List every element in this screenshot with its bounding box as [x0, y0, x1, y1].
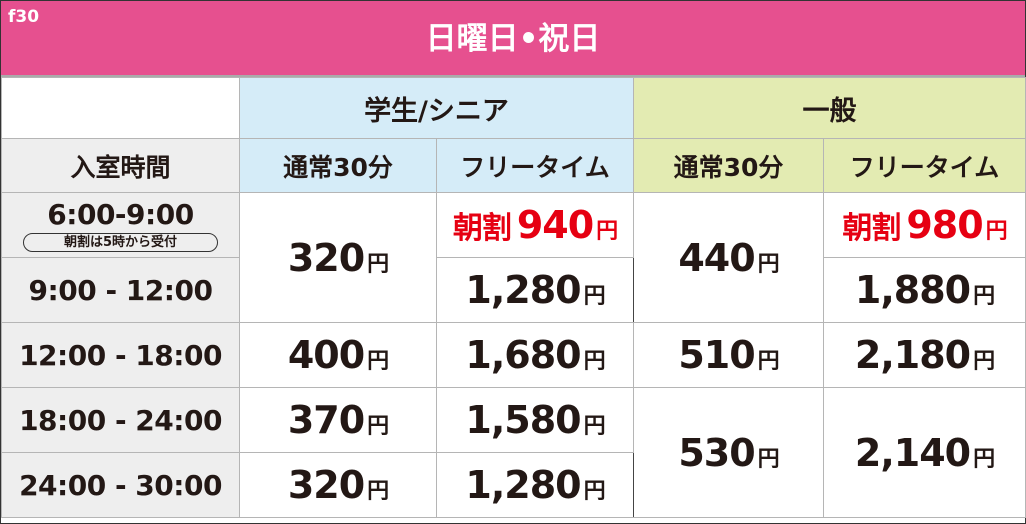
price-cell: 1,280 円 — [436, 257, 634, 323]
empty-corner — [1, 77, 240, 139]
time-cell: 24:00 - 30:00 — [1, 452, 240, 518]
yen-unit: 円 — [985, 219, 1008, 244]
yen-unit: 円 — [583, 349, 606, 374]
price-cell: 1,680 円 — [436, 322, 634, 388]
table-code: f30 — [8, 7, 40, 27]
yen-unit: 円 — [367, 251, 389, 277]
price-value: 510 — [678, 333, 755, 377]
price-value: 1,880 — [854, 268, 971, 312]
price-cell: 530 円 — [633, 387, 824, 518]
header-student-regular: 通常30分 — [239, 138, 437, 193]
price-value: 1,580 — [465, 398, 581, 442]
price-cell: 370 円 — [239, 387, 437, 453]
price-value: 320 — [287, 463, 365, 507]
note-badge: 朝割は5時から受付 — [22, 233, 219, 252]
price-cell: 320 円 — [239, 452, 437, 518]
discount-label: 朝割 — [842, 211, 901, 246]
yen-unit: 円 — [757, 251, 780, 277]
time-cell: 12:00 - 18:00 — [1, 322, 240, 388]
yen-unit: 円 — [596, 219, 618, 244]
time-cell: 6:00-9:00 朝割は5時から受付 — [1, 192, 240, 258]
price-value: 320 — [287, 235, 365, 280]
discount-price-cell: 朝割 940 円 — [436, 192, 634, 258]
yen-unit: 円 — [367, 479, 389, 504]
price-cell: 440 円 — [633, 192, 824, 323]
price-value: 980 — [906, 203, 983, 247]
price-value: 400 — [287, 333, 365, 377]
price-grid: 学生/シニア 一般 入室時間 通常30分 フリータイム 通常30分 フリータイム… — [1, 77, 1026, 518]
yen-unit: 円 — [757, 446, 780, 472]
header-general-regular: 通常30分 — [633, 138, 824, 193]
time-label: 6:00-9:00 — [47, 198, 194, 231]
header-time: 入室時間 — [1, 138, 240, 193]
price-value: 2,180 — [854, 333, 971, 377]
yen-unit: 円 — [583, 479, 606, 504]
discount-price-cell: 朝割 980 円 — [823, 192, 1026, 258]
group-general: 一般 — [633, 77, 1026, 139]
discount-label: 朝割 — [452, 211, 512, 246]
yen-unit: 円 — [757, 349, 780, 374]
price-cell: 400 円 — [239, 322, 437, 388]
header-student-free: フリータイム — [436, 138, 634, 193]
group-student: 学生/シニア — [239, 77, 634, 139]
price-cell: 1,580 円 — [436, 387, 634, 453]
yen-unit: 円 — [583, 284, 606, 309]
title-bar: f30 日曜日•祝日 — [1, 1, 1025, 77]
time-cell: 18:00 - 24:00 — [1, 387, 240, 453]
price-value: 440 — [678, 235, 755, 280]
yen-unit: 円 — [367, 349, 389, 374]
price-cell: 320 円 — [239, 192, 437, 323]
price-cell: 1,280 円 — [436, 452, 634, 518]
price-value: 1,280 — [465, 463, 581, 507]
yen-unit: 円 — [367, 414, 389, 439]
price-value: 530 — [678, 430, 755, 475]
yen-unit: 円 — [583, 414, 606, 439]
price-cell: 510 円 — [633, 322, 824, 388]
price-value: 940 — [516, 203, 594, 247]
header-general-free: フリータイム — [823, 138, 1026, 193]
yen-unit: 円 — [973, 284, 995, 309]
yen-unit: 円 — [973, 446, 995, 472]
price-cell: 2,180 円 — [823, 322, 1026, 388]
price-value: 2,140 — [854, 430, 971, 475]
price-cell: 2,140 円 — [823, 387, 1026, 518]
yen-unit: 円 — [973, 349, 995, 374]
price-value: 1,680 — [465, 333, 581, 377]
time-cell: 9:00 - 12:00 — [1, 257, 240, 323]
price-value: 1,280 — [465, 268, 581, 312]
table-title: 日曜日•祝日 — [425, 21, 601, 57]
price-cell: 1,880 円 — [823, 257, 1026, 323]
price-value: 370 — [287, 398, 365, 442]
